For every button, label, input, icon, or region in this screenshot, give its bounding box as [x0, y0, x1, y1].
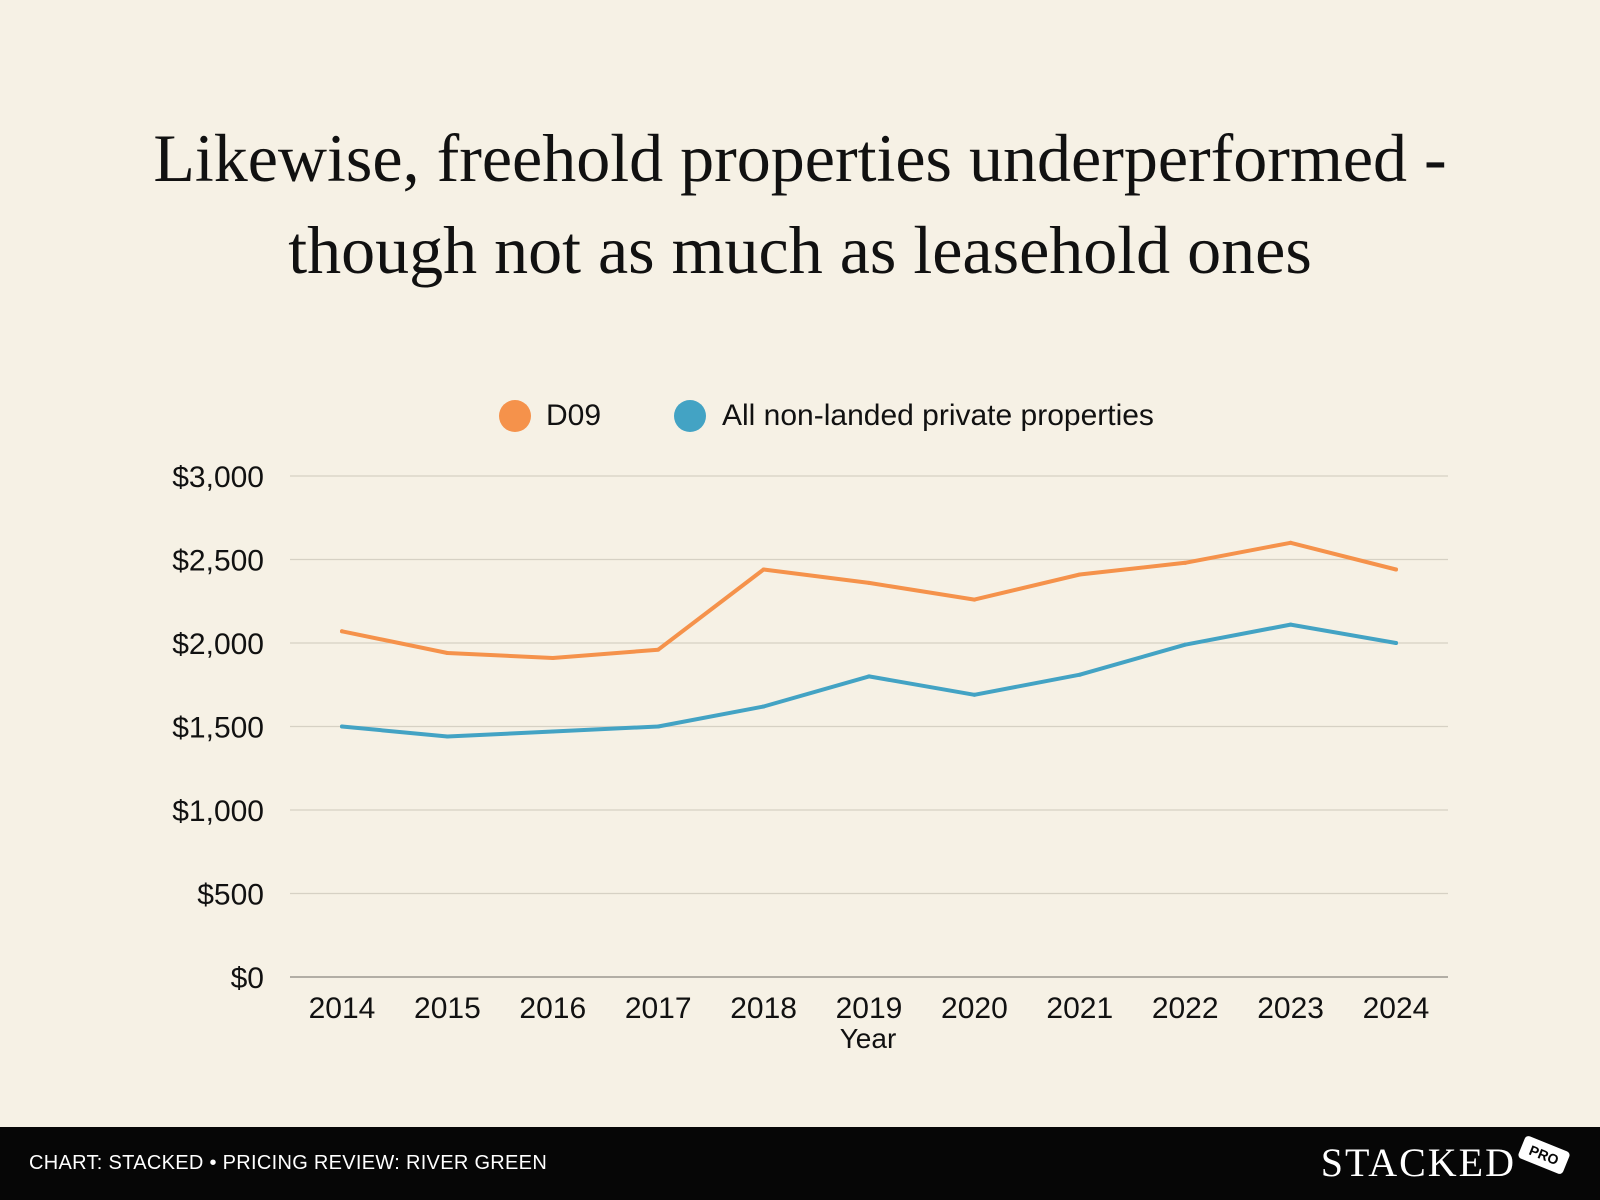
chart-credit: CHART: STACKED • PRICING REVIEW: RIVER G… [29, 1152, 548, 1174]
data-point [340, 724, 344, 729]
data-point [972, 597, 977, 602]
y-axis-ticks: $0 $500 $1,000 $1,500 $2,000 $2,500 $3,000 [172, 461, 264, 995]
data-point [656, 647, 661, 652]
x-tick-label: 2017 [625, 992, 692, 1025]
data-point [340, 629, 344, 634]
y-tick-label: $1,500 [172, 712, 264, 745]
data-point [445, 651, 450, 656]
y-tick-label: $2,000 [172, 628, 264, 661]
data-point [550, 729, 555, 734]
y-tick-label: $500 [197, 879, 264, 912]
brand-logo: STACKED [1320, 1140, 1516, 1185]
series-line-all-non-landed [340, 622, 1398, 739]
x-tick-label: 2015 [414, 992, 481, 1025]
data-point [1394, 567, 1398, 572]
data-point [867, 674, 871, 679]
chart-title-line-2: though not as much as leasehold ones [288, 212, 1312, 288]
data-point [1077, 672, 1082, 677]
y-tick-label: $1,000 [172, 795, 264, 828]
x-tick-label: 2021 [1046, 992, 1113, 1025]
data-point [1288, 622, 1293, 627]
y-tick-label: $3,000 [172, 461, 264, 494]
x-tick-label: 2016 [519, 992, 586, 1025]
data-point [1288, 540, 1293, 545]
data-point [1077, 572, 1082, 577]
footer-bar: CHART: STACKED • PRICING REVIEW: RIVER G… [0, 1127, 1600, 1200]
x-tick-label: 2019 [836, 992, 903, 1025]
pro-badge: PRO [1517, 1134, 1571, 1176]
y-tick-label: $0 [231, 962, 264, 995]
data-point [1183, 642, 1188, 647]
data-point [656, 724, 661, 729]
data-point [972, 692, 977, 697]
data-point [550, 656, 555, 661]
data-point [761, 704, 766, 709]
legend-label: All non-landed private properties [722, 399, 1154, 432]
data-point [867, 580, 871, 585]
x-tick-label: 2024 [1363, 992, 1430, 1025]
chart-title: Likewise, freehold properties underperfo… [0, 112, 1600, 296]
data-point [1394, 641, 1398, 645]
x-tick-label: 2014 [309, 992, 376, 1025]
data-point [1183, 560, 1188, 565]
legend-swatch [674, 400, 706, 432]
x-tick-label: 2022 [1152, 992, 1219, 1025]
chart-title-line-1: Likewise, freehold properties underperfo… [153, 120, 1447, 196]
x-axis-label: Year [840, 1023, 897, 1054]
legend-swatch [499, 400, 531, 432]
x-tick-label: 2020 [941, 992, 1008, 1025]
x-tick-label: 2023 [1257, 992, 1324, 1025]
line-chart: D09 All non-landed private properties $0$… [172, 399, 1448, 1054]
x-axis-ticks: 2014 2015 2016 2017 2018 2019 2020 2021 2022 2023… [309, 992, 1430, 1025]
legend-label: D09 [546, 399, 601, 432]
grid-lines [290, 475, 1448, 978]
data-point [445, 734, 450, 739]
x-tick-label: 2018 [730, 992, 797, 1025]
series-lines [340, 540, 1398, 739]
y-tick-label: $2,500 [172, 545, 264, 578]
data-point [761, 567, 766, 572]
legend: D09 All non-landed private properties [499, 399, 1154, 432]
